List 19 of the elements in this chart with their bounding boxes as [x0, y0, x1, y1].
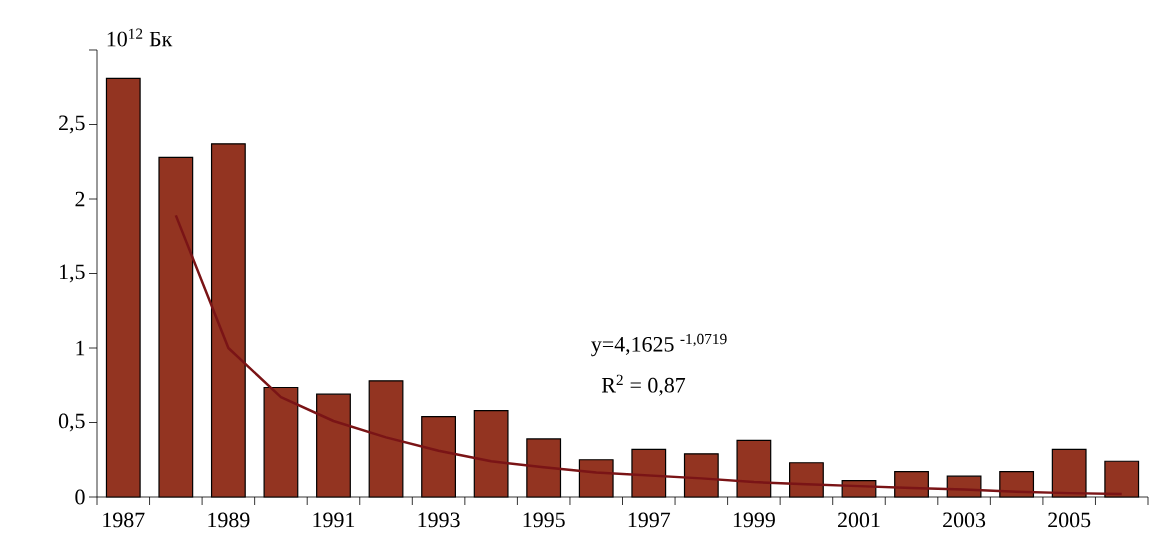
x-tick-label: 1987	[103, 512, 145, 528]
y-axis-title: 10$^{12}$ Бк	[107, 28, 173, 47]
annotation: R$^{2}$ = 0,87	[601, 374, 686, 396]
x-tick-label: 1989	[208, 512, 250, 528]
y-tick-label: 1	[76, 340, 85, 356]
y-tick-label: 2,5	[59, 115, 85, 134]
y-tick-label: 1,5	[60, 264, 85, 283]
annotation: y=4,1625 $^{-1,0719}$	[591, 333, 727, 357]
y-tick-label: 2	[75, 191, 85, 207]
x-tick-label: 2003	[943, 512, 986, 528]
x-tick-label: 1993	[418, 512, 460, 528]
x-tick-label: 1991	[313, 512, 355, 528]
y-tick-label: 0,5	[58, 413, 85, 432]
x-tick-label: 1999	[733, 512, 775, 528]
x-tick-label: 2005	[1048, 512, 1091, 528]
x-tick-label: 2001	[838, 512, 880, 528]
y-tick-label: 0	[75, 489, 85, 505]
x-tick-label: 1997	[628, 512, 671, 528]
x-tick-label: 1995	[523, 512, 565, 528]
